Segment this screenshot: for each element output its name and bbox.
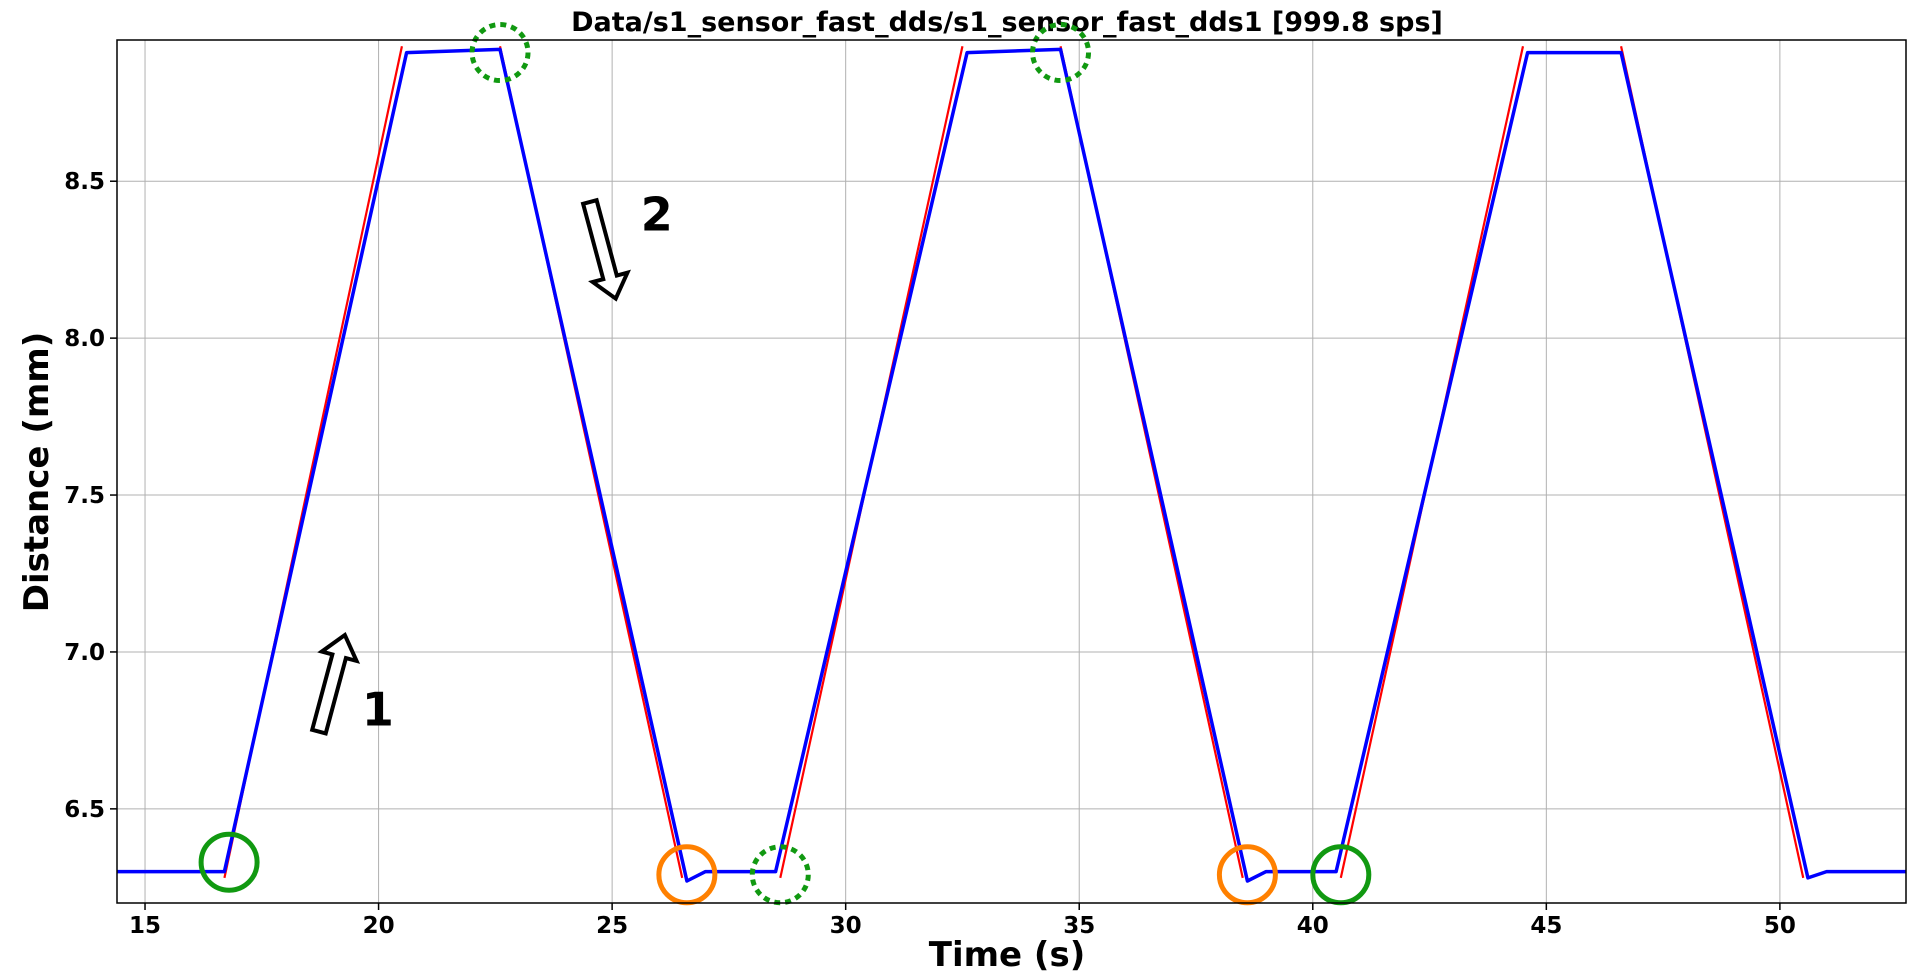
- y-tick-label: 7.5: [64, 483, 105, 509]
- direction-arrow-down: [580, 197, 631, 302]
- marker-layer: [198, 22, 1372, 906]
- grid-layer: [117, 40, 1906, 903]
- x-tick-label: 15: [129, 913, 161, 939]
- y-tick-label: 8.0: [64, 326, 105, 352]
- chart-title: Data/s1_sensor_fast_dds/s1_sensor_fast_d…: [571, 7, 1443, 38]
- x-tick-label: 20: [363, 913, 395, 939]
- plot-frame: [116, 39, 1907, 904]
- tick-layer: 15 20 25 30 35 40 45 50 6.5 7.0 7.5 8.0 8.5: [64, 169, 1796, 939]
- green-solid-circle-marker: [198, 831, 260, 893]
- x-axis-label: Time (s): [929, 935, 1086, 973]
- direction-arrow-label: 2: [641, 187, 673, 241]
- x-tick-label: 30: [830, 913, 862, 939]
- measured-series-line: [117, 47, 1906, 883]
- annotation-layer: 12: [309, 187, 673, 736]
- y-tick-label: 8.5: [64, 169, 105, 195]
- green-dotted-circle-marker: [749, 844, 811, 906]
- direction-arrow-label: 1: [362, 682, 394, 736]
- x-tick-label: 40: [1297, 913, 1329, 939]
- y-tick-label: 7.0: [64, 640, 105, 666]
- y-tick-label: 6.5: [64, 797, 105, 823]
- x-tick-label: 25: [596, 913, 628, 939]
- data-line-layer: [117, 47, 1906, 883]
- x-tick-label: 45: [1530, 913, 1562, 939]
- direction-arrow-up: [309, 631, 361, 736]
- x-tick-label: 35: [1063, 913, 1095, 939]
- y-axis-label: Distance (mm): [17, 332, 57, 613]
- fit-line-layer: [223, 46, 1805, 879]
- green-dotted-circle-marker: [469, 22, 531, 84]
- x-tick-label: 50: [1764, 913, 1796, 939]
- green-dotted-circle-marker: [1030, 22, 1092, 84]
